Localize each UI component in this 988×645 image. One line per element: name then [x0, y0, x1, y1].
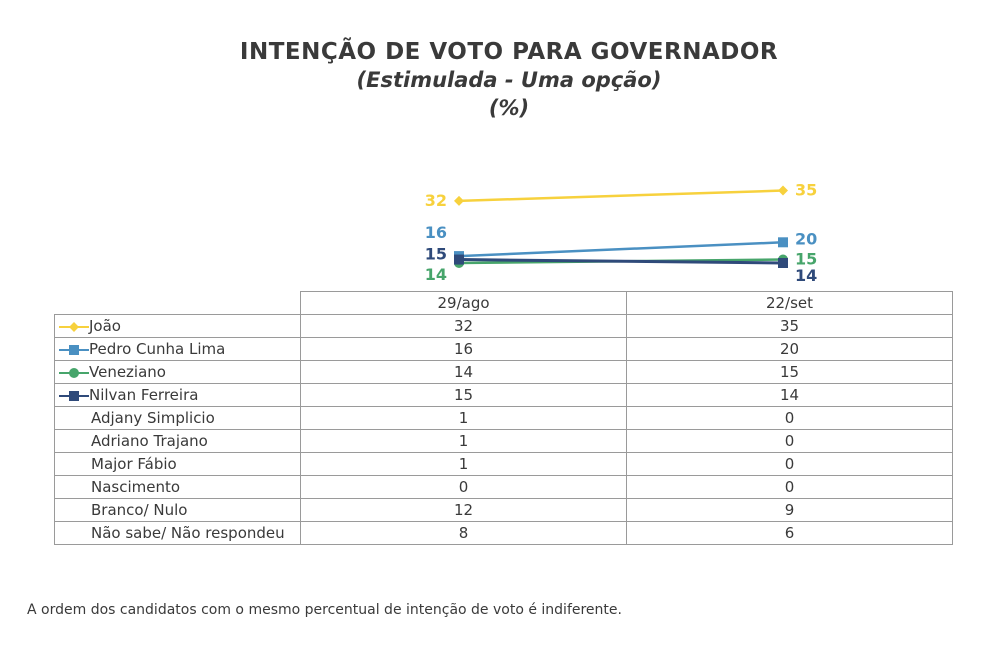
table-row-label: Nascimento [54, 475, 301, 499]
chart-title-block: INTENÇÃO DE VOTO PARA GOVERNADOR (Estimu… [0, 38, 988, 122]
data-table-wrap: 29/ago 22/set João 32 35 Pedro Cunha Lima 16… [54, 291, 953, 545]
data-point [778, 237, 788, 248]
data-label: 15 [795, 250, 817, 269]
table-row: Nilvan Ferreira 15 14 [54, 383, 953, 407]
table-cell-value: 12 [300, 498, 627, 522]
footnote: A ordem dos candidatos com o mesmo perce… [27, 602, 622, 618]
table-row-label: Veneziano [54, 360, 301, 384]
table-row: Adriano Trajano 1 0 [54, 429, 953, 453]
table-header-29-ago: 29/ago [300, 291, 627, 315]
table-row-label: Não sabe/ Não respondeu [54, 521, 301, 545]
chart-title: INTENÇÃO DE VOTO PARA GOVERNADOR [239, 39, 779, 65]
table-row-name: Branco/ Nulo [91, 501, 188, 519]
data-point [778, 185, 788, 196]
table-row-label: Adjany Simplicio [54, 406, 301, 430]
table-corner [54, 291, 301, 315]
table-row: Veneziano 14 15 [54, 360, 953, 384]
legend-key-diamond-icon [59, 321, 89, 332]
legend-key-circle-icon [59, 367, 89, 378]
legend-key-square-icon [59, 344, 89, 355]
chart-subtitle: (Estimulada - Uma opção) [356, 68, 662, 92]
table-cell-value: 0 [626, 429, 953, 453]
table-cell-value: 16 [300, 337, 627, 361]
chart-unit: (%) [488, 96, 530, 120]
table-cell-value: 8 [300, 521, 627, 545]
table-cell-value: 0 [626, 452, 953, 476]
table-row-name: Adriano Trajano [91, 432, 208, 450]
table-row-label: Major Fábio [54, 452, 301, 476]
table-cell-value: 0 [626, 406, 953, 430]
table-row: Nascimento 0 0 [54, 475, 953, 499]
data-point [454, 195, 464, 206]
table-row: Pedro Cunha Lima 16 20 [54, 337, 953, 361]
table-row-name: Adjany Simplicio [91, 409, 215, 427]
table-row-label: Branco/ Nulo [54, 498, 301, 522]
table-row-name: Não sabe/ Não respondeu [91, 524, 285, 542]
table-cell-value: 35 [626, 314, 953, 338]
table-header-row: 29/ago 22/set [54, 291, 953, 315]
table-row-name: Veneziano [89, 363, 166, 381]
table-row: Não sabe/ Não respondeu 8 6 [54, 521, 953, 545]
table-cell-value: 1 [300, 429, 627, 453]
table-cell-value: 15 [626, 360, 953, 384]
table-row-label: Pedro Cunha Lima [54, 337, 301, 361]
series-line [458, 241, 784, 258]
data-point [778, 258, 788, 268]
series-line [458, 189, 784, 203]
table-row-label: João [54, 314, 301, 338]
data-label: 14 [425, 265, 447, 284]
table-row-name: Nilvan Ferreira [89, 386, 199, 404]
table-cell-value: 0 [626, 475, 953, 499]
table-cell-value: 14 [300, 360, 627, 384]
data-label: 32 [425, 191, 447, 210]
table-cell-value: 9 [626, 498, 953, 522]
table-cell-value: 20 [626, 337, 953, 361]
data-point [454, 254, 464, 265]
table-cell-value: 1 [300, 452, 627, 476]
data-label: 14 [795, 266, 817, 285]
table-header-22-set: 22/set [626, 291, 953, 315]
table-row-name: Major Fábio [91, 455, 177, 473]
table-row-name: João [89, 317, 121, 335]
table-cell-value: 1 [300, 406, 627, 430]
data-label: 15 [425, 245, 447, 264]
series-line [458, 258, 784, 265]
table-row: Major Fábio 1 0 [54, 452, 953, 476]
table-cell-value: 0 [300, 475, 627, 499]
table-row-label: Nilvan Ferreira [54, 383, 301, 407]
data-label: 20 [795, 229, 817, 248]
table-row-name: Pedro Cunha Lima [89, 340, 226, 358]
table-cell-value: 15 [300, 383, 627, 407]
table-row-name: Nascimento [91, 478, 181, 496]
table-cell-value: 14 [626, 383, 953, 407]
table-row-label: Adriano Trajano [54, 429, 301, 453]
table-cell-value: 32 [300, 314, 627, 338]
data-label: 16 [425, 223, 447, 242]
table-row: Adjany Simplicio 1 0 [54, 406, 953, 430]
data-table: 29/ago 22/set João 32 35 Pedro Cunha Lima 16… [54, 291, 953, 545]
table-cell-value: 6 [626, 521, 953, 545]
data-label: 35 [795, 181, 817, 200]
table-row: João 32 35 [54, 314, 953, 338]
table-row: Branco/ Nulo 12 9 [54, 498, 953, 522]
legend-key-square-icon [59, 390, 89, 401]
